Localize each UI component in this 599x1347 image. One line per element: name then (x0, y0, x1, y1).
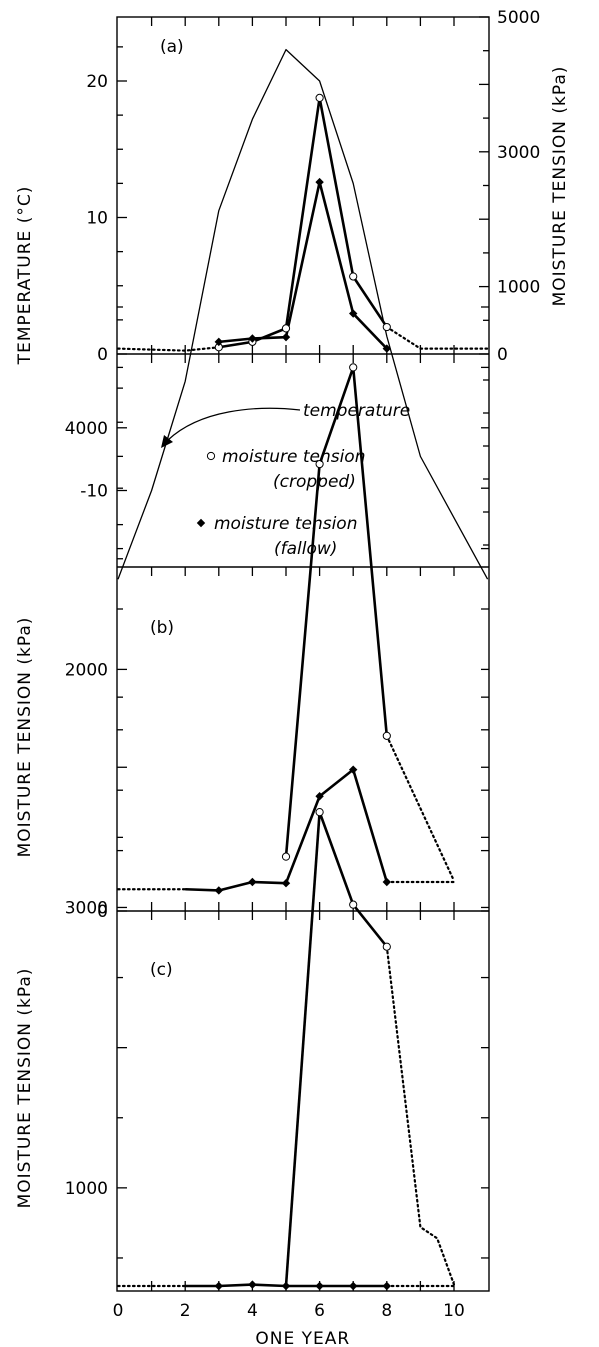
cropped-point-b (281, 852, 291, 861)
temp-tick-label: 0 (97, 345, 108, 365)
fallow-point-c (315, 1281, 324, 1291)
y-tick-label-c: 3000 (65, 898, 108, 918)
cropped-point-b (315, 459, 324, 469)
x-tick-label: 2 (180, 1301, 191, 1321)
y-tick-label-b: 0 (97, 902, 108, 922)
temp-axis-label: TEMPERATURE (°C) (15, 186, 35, 366)
cropped-point-a (281, 324, 291, 333)
cropped-point-a (382, 322, 391, 332)
cropped-point-a (349, 272, 358, 281)
legend-cropped-marker (206, 451, 216, 461)
legend-cropped-label: (cropped) (273, 472, 356, 492)
temp-tick-label: 10 (86, 209, 108, 229)
cropped-line-c (284, 812, 321, 1287)
fallow-point-b (315, 792, 324, 801)
fallow-point-c (281, 1281, 291, 1291)
fallow-point-a (248, 334, 257, 343)
cropped-dotted-line-a (116, 346, 220, 352)
y-tick-label-b: 4000 (65, 419, 108, 439)
moisture-axis-label-c: MOISTURE TENSION (kPa) (15, 968, 35, 1209)
temp-tick-label: -10 (80, 482, 108, 502)
cropped-point-b (382, 731, 391, 740)
fallow-line-b (185, 887, 219, 892)
cropped-line-b (284, 366, 389, 857)
fallow-point-c (349, 1281, 358, 1291)
fallow-point-b (281, 879, 291, 888)
x-tick-label: 4 (247, 1301, 258, 1321)
x-tick-label: 10 (443, 1301, 465, 1321)
x-tick-label: 6 (314, 1301, 325, 1321)
fallow-point-b (248, 877, 257, 887)
legend-fallow-label: moisture tension (214, 514, 358, 534)
cropped-point-b (349, 363, 358, 372)
panel-label-b: (b) (150, 618, 174, 638)
cropped-dotted-line-b (385, 734, 456, 882)
moisture-axis-label-b: MOISTURE TENSION (kPa) (15, 617, 35, 858)
y-tick-label-c: 1000 (65, 1179, 108, 1199)
fallow-point-b (214, 886, 223, 895)
cropped-dotted-line-a (385, 325, 489, 350)
moisture-tick-label: 1000 (497, 278, 540, 298)
fallow-point-a (315, 177, 324, 187)
moisture-tick-label: 5000 (497, 8, 540, 28)
annotation-arrowhead (161, 435, 173, 448)
legend-fallow-marker (196, 518, 206, 528)
moisture-tick-label: 3000 (497, 143, 540, 163)
fallow-point-a (214, 337, 223, 347)
fallow-point-a (349, 309, 358, 318)
y-tick-label-b: 2000 (65, 660, 108, 680)
cropped-point-c (382, 942, 391, 951)
fallow-point-c (214, 1281, 223, 1291)
temperature-line (117, 48, 489, 580)
fallow-point-b (382, 877, 391, 887)
fallow-line-a (218, 180, 388, 350)
moisture-axis-label-a: MOISTURE TENSION (kPa) (550, 66, 570, 307)
fallow-line-c (218, 1283, 387, 1288)
moisture-tick-label: 0 (497, 345, 508, 365)
cropped-dotted-line-c (385, 945, 456, 1286)
temp-tick-label: 20 (86, 72, 108, 92)
panel-label-c: (c) (150, 960, 173, 980)
panel-label-a: (a) (160, 37, 184, 57)
cropped-line-c (318, 811, 388, 948)
cropped-point-a (315, 93, 324, 102)
temperature-annotation: temperature (303, 401, 410, 421)
plot-frame (116, 16, 490, 1292)
x-tick-label: 0 (113, 1301, 124, 1321)
cropped-point-c (349, 900, 358, 909)
annotation-arrow (167, 407, 301, 441)
x-axis-label: ONE YEAR (255, 1329, 350, 1347)
fallow-point-c (382, 1281, 391, 1291)
fallow-point-c (248, 1280, 257, 1289)
cropped-line-a (218, 96, 388, 349)
fallow-point-a (382, 344, 391, 353)
fallow-point-b (349, 765, 358, 774)
x-tick-label: 8 (381, 1301, 392, 1321)
legend-cropped-label: moisture tension (222, 447, 366, 467)
fallow-line-b (218, 768, 389, 892)
legend-fallow-label: (fallow) (274, 539, 337, 559)
fallow-point-a (281, 332, 291, 342)
cropped-point-c (315, 808, 324, 817)
